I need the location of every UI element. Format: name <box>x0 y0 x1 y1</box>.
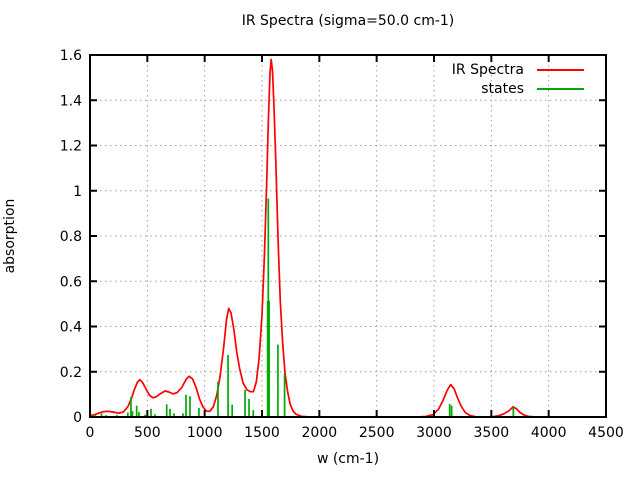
x-tick-label: 3500 <box>474 425 510 441</box>
chart-title: IR Spectra (sigma=50.0 cm-1) <box>241 13 455 29</box>
y-tick-label: 1.4 <box>60 93 82 109</box>
x-tick-label: 1000 <box>187 425 223 441</box>
ir-spectra-curve <box>89 58 606 418</box>
x-tick-label: 4000 <box>531 425 567 441</box>
y-axis-label: absorption <box>2 198 18 274</box>
legend-label-ir-spectra: IR Spectra <box>451 61 524 78</box>
legend-label-states: states <box>481 80 524 97</box>
legend-line-sample-states <box>537 87 584 90</box>
x-tick-label: 4500 <box>588 425 624 441</box>
legend-item-states: states <box>452 79 584 98</box>
y-tick-label: 0 <box>73 410 82 426</box>
x-tick-label: 3000 <box>416 425 452 441</box>
y-tick-label: 0.6 <box>60 274 82 290</box>
legend-item-ir-spectra: IR Spectra <box>452 60 584 79</box>
plot-border <box>89 54 607 418</box>
y-tick-label: 1.2 <box>60 139 82 155</box>
x-tick-label: 1500 <box>244 425 280 441</box>
y-tick-label: 0.2 <box>60 365 82 381</box>
y-tick-label: 1 <box>73 184 82 200</box>
y-tick-label: 1.6 <box>60 48 82 64</box>
x-tick-label: 2500 <box>359 425 395 441</box>
x-tick-label: 500 <box>134 425 161 441</box>
x-tick-label: 0 <box>86 425 95 441</box>
x-axis-label: w (cm-1) <box>316 451 380 467</box>
legend: IR Spectra states <box>452 60 584 98</box>
x-tick-label: 2000 <box>302 425 338 441</box>
y-tick-label: 0.4 <box>60 320 82 336</box>
legend-line-sample-ir-spectra <box>537 68 584 71</box>
y-tick-label: 0.8 <box>60 229 82 245</box>
